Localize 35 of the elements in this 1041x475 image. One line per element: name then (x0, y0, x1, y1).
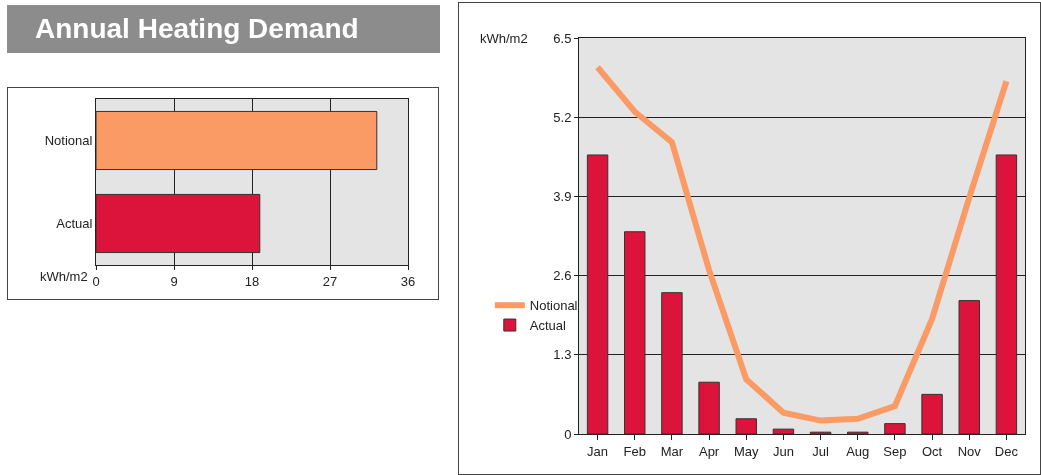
y-tick-label: 3.9 (553, 188, 572, 204)
x-tick-label: 18 (244, 273, 260, 289)
x-tick-label: Apr (698, 443, 720, 459)
x-axis-title: kWh/m2 (40, 269, 88, 284)
bar (586, 154, 609, 434)
bar (884, 423, 906, 434)
x-tick-label: May (733, 443, 760, 459)
bar (661, 292, 683, 434)
y-tick-label: 0 (564, 426, 572, 442)
y-tick-label: 2.6 (553, 268, 572, 284)
x-tick-label: Jun (772, 443, 794, 459)
x-tick-label: Dec (994, 443, 1019, 459)
y-tick-label: 1.3 (553, 347, 572, 363)
bar (735, 418, 757, 434)
x-tick-label: Aug (846, 443, 870, 459)
bar (995, 154, 1018, 434)
x-tick-label: Sep (883, 443, 907, 459)
bar (921, 393, 943, 434)
bar (772, 428, 795, 434)
y-tick-label: 6.5 (553, 30, 572, 46)
bar (958, 300, 980, 434)
x-tick-label: Jul (812, 443, 829, 459)
bar (624, 231, 646, 434)
x-tick-label: Feb (623, 443, 646, 459)
x-tick-label: 27 (322, 273, 338, 289)
y-tick-label: 5.2 (553, 109, 572, 125)
x-tick-label: Nov (957, 443, 982, 459)
bar (698, 381, 720, 434)
chart-title: Annual Heating Demand (7, 5, 440, 53)
x-tick-label: Mar (660, 443, 684, 459)
y-axis-title: kWh/m2 (480, 31, 528, 46)
x-tick-label: 9 (170, 273, 178, 289)
x-tick-label: Jan (587, 443, 609, 459)
x-tick-label: 36 (400, 273, 416, 289)
x-tick-label: Oct (921, 443, 943, 459)
